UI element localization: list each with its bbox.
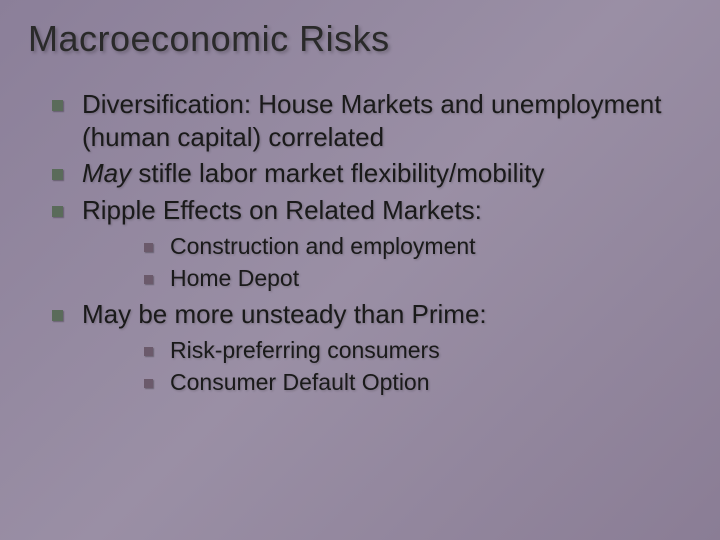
sub-bullet-item: Risk-preferring consumers — [144, 336, 692, 366]
bullet-text: Risk-preferring consumers — [170, 337, 440, 363]
sub-bullet-item: Construction and employment — [144, 232, 692, 262]
bullet-text: Construction and employment — [170, 233, 476, 259]
bullet-text: Home Depot — [170, 265, 299, 291]
bullet-list-level2: Construction and employment Home Depot — [82, 232, 692, 294]
slide: Macroeconomic Risks Diversification: Hou… — [0, 0, 720, 540]
bullet-text: stifle labor market flexibility/mobility — [131, 158, 544, 188]
bullet-list-level1: Diversification: House Markets and unemp… — [28, 88, 692, 398]
sub-bullet-item: Home Depot — [144, 264, 692, 294]
bullet-item: May stifle labor market flexibility/mobi… — [52, 157, 692, 190]
bullet-item: May be more unsteady than Prime: Risk-pr… — [52, 298, 692, 398]
bullet-item: Ripple Effects on Related Markets: Const… — [52, 194, 692, 294]
bullet-text: Ripple Effects on Related Markets: — [82, 195, 482, 225]
bullet-text: Consumer Default Option — [170, 369, 430, 395]
bullet-list-level2: Risk-preferring consumers Consumer Defau… — [82, 336, 692, 398]
sub-bullet-item: Consumer Default Option — [144, 368, 692, 398]
bullet-text: Diversification: House Markets and unemp… — [82, 89, 661, 152]
bullet-item: Diversification: House Markets and unemp… — [52, 88, 692, 153]
bullet-text-italic: May — [82, 158, 131, 188]
bullet-text: May be more unsteady than Prime: — [82, 299, 487, 329]
slide-title: Macroeconomic Risks — [28, 18, 692, 60]
